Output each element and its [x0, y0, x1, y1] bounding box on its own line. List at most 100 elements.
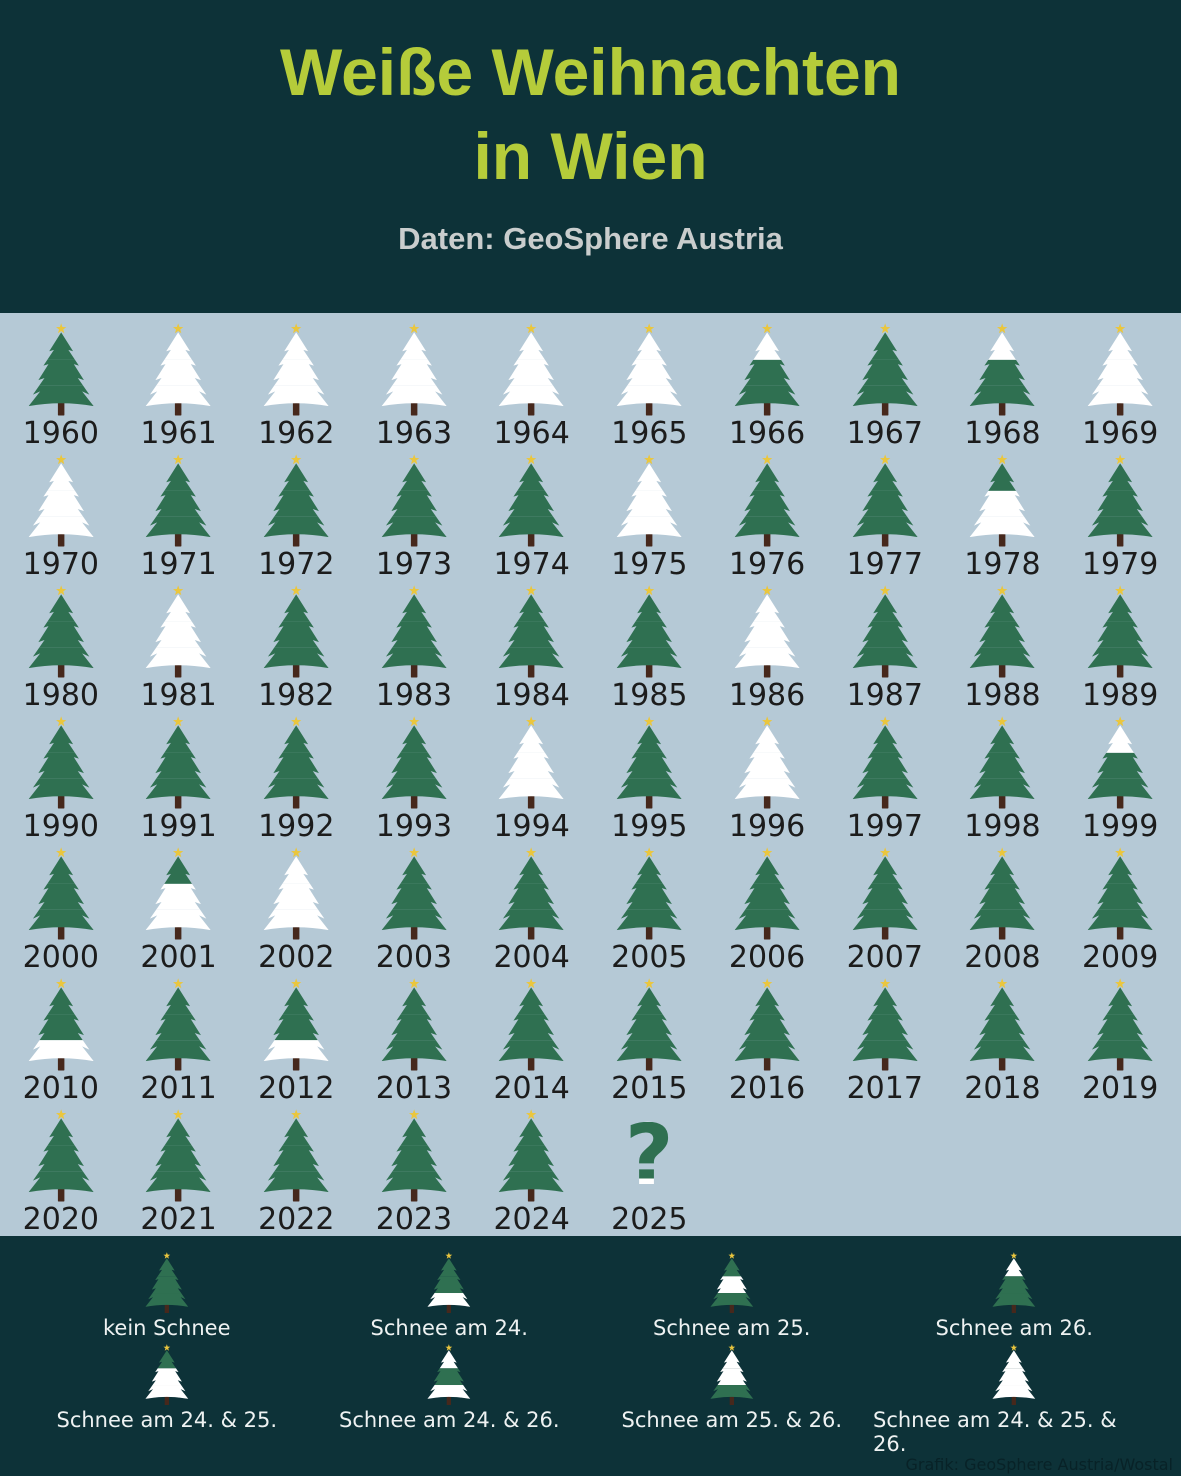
year-cell-2001: 2001	[120, 843, 238, 974]
year-cell-2020: 2020	[2, 1105, 120, 1236]
trunk	[646, 794, 653, 809]
year-cell-1970: 1970	[2, 450, 120, 581]
tree-snow-none-icon	[260, 716, 332, 810]
trunk	[1116, 925, 1124, 940]
year-cell-1993: 1993	[355, 712, 473, 843]
trunk	[175, 401, 182, 416]
year-cell-1980: 1980	[2, 581, 120, 712]
trunk	[292, 401, 300, 416]
trunk	[447, 1395, 452, 1406]
legend-label: Schnee am 24.	[370, 1316, 528, 1340]
tree-snow-none-icon	[731, 454, 803, 548]
year-cell-1967: 1967	[826, 319, 944, 450]
star-icon	[291, 847, 302, 858]
year-label: 1981	[140, 678, 217, 713]
year-cell-1963: 1963	[355, 319, 473, 450]
tree-snow-none-icon	[260, 585, 332, 679]
star-icon	[173, 716, 184, 727]
star-icon	[445, 1344, 453, 1351]
trunk	[292, 1187, 300, 1202]
trunk	[292, 1056, 300, 1071]
tree-snow-none-icon	[142, 454, 214, 548]
trunk	[881, 1056, 888, 1071]
trunk	[57, 663, 65, 678]
legend-item-25: Schnee am 25.	[591, 1252, 874, 1340]
year-cell-1996: 1996	[708, 712, 826, 843]
star-icon	[55, 1109, 66, 1120]
tree-snow-none-icon	[613, 978, 685, 1072]
star-icon	[761, 454, 773, 465]
year-label: 1994	[493, 809, 570, 844]
trunk	[175, 794, 182, 809]
trunk	[999, 1056, 1006, 1071]
year-cell-1968: 1968	[944, 319, 1062, 450]
year-label: 2005	[611, 940, 688, 975]
year-label: 2022	[258, 1202, 335, 1237]
star-icon	[644, 585, 655, 596]
tree-snow-24-icon	[425, 1252, 473, 1314]
year-label: 1997	[846, 809, 923, 844]
star-icon	[173, 323, 184, 334]
trunk	[1012, 1303, 1017, 1314]
star-icon	[408, 323, 420, 334]
year-label: 2012	[258, 1071, 335, 1106]
year-cell-1982: 1982	[237, 581, 355, 712]
tree-snow-none-icon	[613, 585, 685, 679]
trunk	[646, 1056, 653, 1071]
tree-snow-24-icon	[260, 978, 332, 1072]
legend-item-24_26: Schnee am 24. & 26.	[308, 1344, 591, 1456]
tree-snow-none-icon	[966, 978, 1038, 1072]
year-label: 1964	[493, 416, 570, 451]
trunk	[646, 401, 653, 416]
trunk	[175, 925, 182, 940]
star-icon	[879, 323, 890, 334]
year-cell-2018: 2018	[944, 974, 1062, 1105]
year-cell-2009: 2009	[1061, 843, 1179, 974]
tree-snow-26-icon	[966, 323, 1038, 417]
year-label: 2024	[493, 1202, 570, 1237]
trunk	[57, 401, 65, 416]
year-label: 1983	[375, 678, 453, 713]
year-cell-2015: 2015	[590, 974, 708, 1105]
tree-snow-24_25_26-icon	[378, 323, 450, 417]
star-icon	[1114, 323, 1126, 334]
star-icon	[173, 847, 184, 858]
tree-snow-none-icon	[1084, 454, 1156, 548]
star-icon	[291, 978, 302, 989]
year-cell-1962: 1962	[237, 319, 355, 450]
legend-label: Schnee am 24. & 25.	[56, 1408, 278, 1432]
year-cell-2024: 2024	[473, 1105, 591, 1236]
tree-snow-none-icon	[849, 323, 921, 417]
star-icon	[761, 847, 773, 858]
star-icon	[445, 1252, 453, 1259]
tree-snow-24_25_26-icon	[731, 585, 803, 679]
trunk	[763, 401, 771, 416]
year-label: 1967	[846, 416, 923, 451]
trunk	[646, 532, 653, 547]
trunk	[763, 794, 771, 809]
tree-snow-none-icon	[378, 585, 450, 679]
tree-snow-24_25_26-icon	[1084, 323, 1156, 417]
star-icon	[644, 454, 655, 465]
year-label: 1974	[493, 547, 570, 582]
trunk	[410, 663, 418, 678]
year-label: 1991	[140, 809, 217, 844]
legend-item-24_25: Schnee am 24. & 25.	[26, 1344, 309, 1456]
tree-snow-none-icon	[849, 978, 921, 1072]
tree-snow-none-icon	[142, 1109, 214, 1203]
star-icon	[997, 716, 1008, 727]
star-icon	[173, 978, 184, 989]
year-cell-1964: 1964	[473, 319, 591, 450]
tree-snow-none-icon	[613, 716, 685, 810]
year-cell-1995: 1995	[590, 712, 708, 843]
tree-snow-none-icon	[731, 978, 803, 1072]
star-icon	[526, 454, 537, 465]
year-cell-2021: 2021	[120, 1105, 238, 1236]
star-icon	[761, 323, 773, 334]
star-icon	[879, 978, 890, 989]
year-label: 1969	[1081, 416, 1159, 451]
trunk	[763, 663, 771, 678]
year-cell-2016: 2016	[708, 974, 826, 1105]
year-label: 1985	[611, 678, 688, 713]
tree-snow-none-icon	[495, 847, 567, 941]
